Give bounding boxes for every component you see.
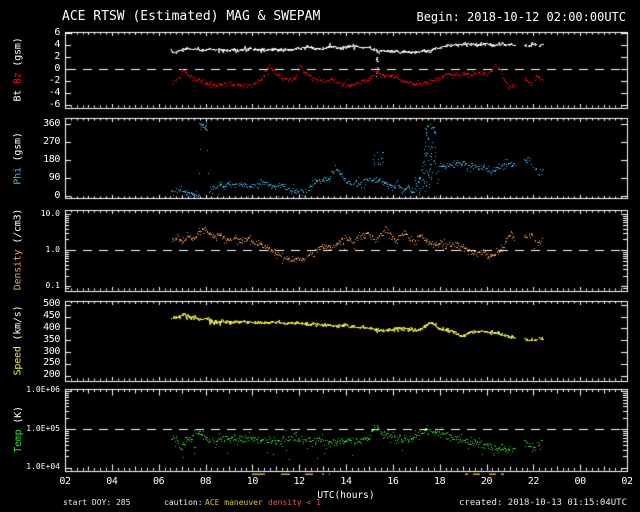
y-tick-label-phi: 0 (54, 189, 60, 201)
y-tick-label-phi: 270 (43, 135, 60, 147)
y-tick-label-temp: 1.0E+06 (26, 385, 60, 395)
y-axis-label-part: Bt (12, 89, 24, 102)
x-tick-label: 06 (153, 476, 165, 487)
x-tick-label: 00 (574, 476, 587, 487)
y-tick-label-temp: 1.0E+04 (26, 462, 60, 472)
y-tick-label-mag: -2 (48, 74, 61, 86)
y-tick-label-temp: 1.0E+05 (26, 423, 60, 433)
y-axis-label-part: (km/s) (12, 305, 24, 347)
y-axis-label-part: Density (12, 249, 24, 291)
x-tick-label: 12 (293, 476, 306, 487)
y-axis-label-part: (/cm3) (12, 209, 24, 250)
y-tick-label-mag: -4 (48, 86, 61, 98)
y-tick-label-speed: 350 (43, 333, 60, 345)
y-tick-label-speed: 250 (43, 357, 60, 369)
y-axis-label-speed: Speed (km/s) (11, 301, 25, 381)
y-axis-label-part: (gsm) (12, 131, 24, 167)
y-tick-label-density: 0.1 (45, 280, 60, 290)
x-tick-label: 22 (527, 476, 540, 487)
footer-start-doy: start DOY: 285 (63, 498, 131, 507)
begin-timestamp: Begin: 2018-10-12 02:00:00UTC (416, 10, 626, 24)
y-axis-label-part: Temp (12, 429, 24, 453)
plot-title: ACE RTSW (Estimated) MAG & SWEPAM (62, 9, 321, 24)
y-tick-label-speed: 200 (43, 369, 60, 381)
footer-caution-label: caution: (164, 498, 203, 507)
x-tick-label: 18 (434, 476, 446, 487)
y-tick-label-mag: 6 (54, 26, 60, 38)
y-axis-label-mag: Bt Bz (gsm) (11, 32, 25, 108)
y-tick-label-speed: 500 (43, 298, 60, 310)
x-tick-label: 08 (199, 476, 212, 487)
y-tick-label-mag: -6 (48, 98, 61, 110)
y-axis-label-density: Density (/cm3) (11, 209, 25, 291)
footer-caution-maneuver: ACE maneuver (205, 498, 263, 507)
y-tick-label-speed: 400 (43, 321, 60, 333)
y-tick-label-mag: 4 (54, 38, 60, 50)
y-tick-label-density: 1.0 (45, 244, 60, 254)
x-tick-label: 20 (480, 476, 493, 487)
y-tick-label-speed: 300 (43, 345, 60, 357)
y-axis-label-part: (gsm) (12, 37, 24, 73)
x-tick-label: 16 (387, 476, 399, 487)
x-tick-label: 10 (246, 476, 259, 487)
x-tick-label: 04 (106, 476, 118, 487)
y-axis-label-part: (K) (12, 405, 24, 430)
y-axis-label-part: Bz (12, 72, 24, 84)
y-tick-label-mag: 0 (54, 62, 60, 74)
y-axis-label-temp: Temp (K) (11, 389, 25, 471)
y-tick-label-mag: 2 (54, 50, 60, 62)
footer-caution-density: density < 1 (268, 498, 321, 507)
x-tick-label: 02 (59, 476, 71, 487)
x-tick-label: 14 (340, 476, 352, 487)
y-tick-label-speed: 450 (43, 310, 60, 322)
x-tick-label: 02 (621, 476, 633, 487)
y-axis-label-part: Phi (12, 166, 24, 185)
y-axis-label-part: Speed (12, 346, 24, 376)
x-axis-title: UTC(hours) (317, 490, 375, 501)
y-tick-label-density: 10.0 (40, 208, 60, 218)
y-tick-label-phi: 90 (48, 171, 61, 183)
footer-created: created: 2018-10-13 01:15:04UTC (459, 498, 627, 508)
y-axis-label-part (13, 84, 24, 90)
y-tick-label-phi: 180 (43, 153, 60, 165)
y-tick-label-phi: 360 (43, 117, 60, 129)
y-axis-label-phi: Phi (gsm) (11, 118, 25, 198)
